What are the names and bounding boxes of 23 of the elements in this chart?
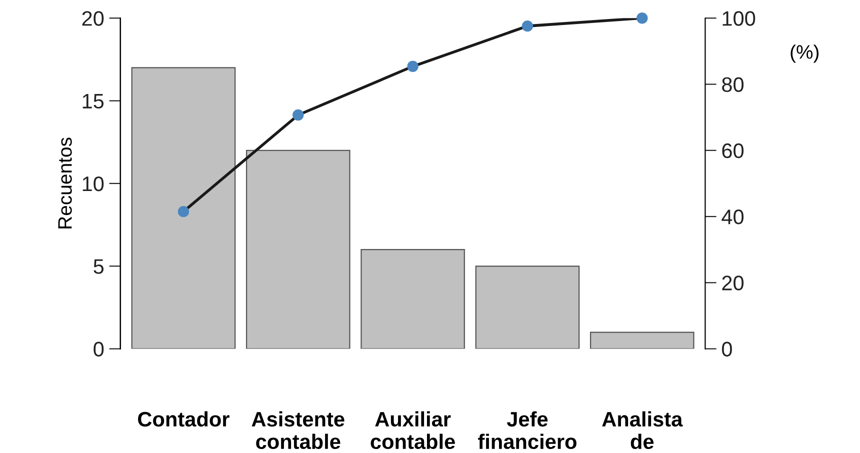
y-tick-label: 0	[94, 342, 104, 357]
y2-tick-label: 100	[722, 11, 756, 26]
y2-tick-label: 40	[722, 210, 744, 224]
bar	[475, 266, 580, 349]
x-tick-label: Auxiliar contable	[370, 411, 455, 450]
y2-axis-title: (%)	[790, 44, 819, 63]
x-tick-label: Contador	[138, 411, 230, 427]
x-tick-label: Jefe financiero	[478, 411, 576, 450]
bar	[360, 249, 465, 349]
y-tick-label: 10	[82, 176, 104, 192]
bar	[246, 150, 350, 349]
y-tick-label: 5	[94, 259, 104, 274]
y2-tick-label: 60	[722, 143, 744, 158]
y-tick-label: 15	[82, 94, 104, 109]
y2-tick-label: 20	[722, 276, 744, 290]
y-axis-title: Recuentos	[58, 138, 72, 228]
x-tick-label: Analista de	[602, 411, 683, 450]
y2-tick-label: 80	[722, 77, 744, 92]
bar	[131, 67, 236, 349]
bar	[590, 332, 694, 349]
y2-tick-label: 0	[722, 342, 732, 357]
y-tick-label: 20	[82, 11, 104, 26]
x-tick-label: Asistente contable	[252, 411, 344, 450]
